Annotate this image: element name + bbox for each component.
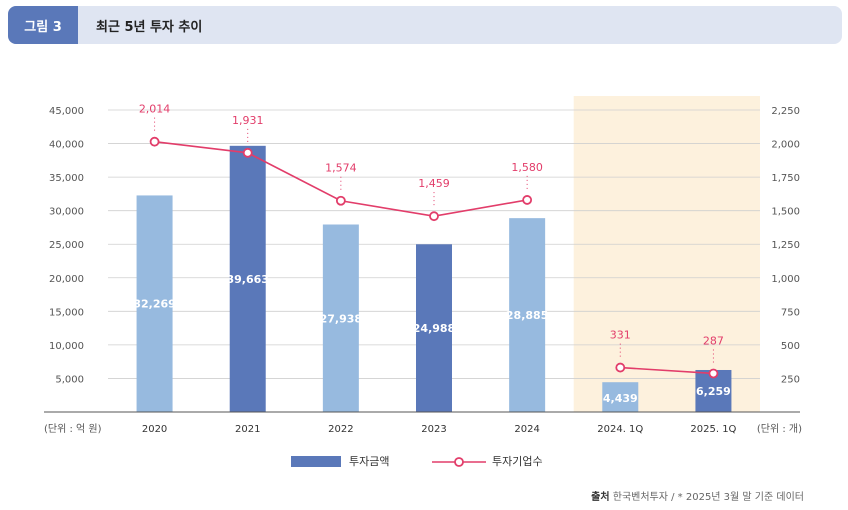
x-tick-label: 2024. 1Q (597, 424, 643, 435)
x-tick-label: 2020 (142, 424, 167, 435)
bar-value-label: 32,269 (133, 298, 175, 311)
right-tick-label: 1,500 (771, 207, 800, 218)
source-org: 한국벤처투자 (612, 492, 668, 503)
left-tick-label: 35,000 (49, 173, 84, 184)
header-bar (8, 6, 842, 44)
line-value-label: 1,931 (232, 114, 264, 127)
legend-bar-label: 투자금액 (349, 455, 389, 468)
line-value-label: 1,580 (511, 161, 543, 174)
bar-1 (229, 145, 266, 412)
right-tick-label: 1,250 (771, 240, 800, 251)
bar-value-label: 39,663 (226, 273, 268, 286)
bar-3 (416, 244, 452, 412)
figure-label: 그림 3 (8, 6, 78, 44)
line-value-label: 1,459 (418, 177, 450, 190)
bar-4 (509, 218, 546, 412)
left-tick-label: 45,000 (49, 106, 84, 117)
left-tick-label: 30,000 (49, 207, 84, 218)
bar-2 (322, 224, 359, 412)
source-note: 출처 한국벤처투자 / * 2025년 3월 말 기준 데이터 (591, 488, 804, 503)
left-unit-label: (단위 : 억 원) (44, 422, 102, 435)
line-point-1 (242, 147, 253, 158)
right-tick-label: 2,000 (771, 140, 800, 151)
left-tick-label: 40,000 (49, 140, 84, 151)
right-tick-label: 500 (781, 341, 800, 352)
line-point-6 (708, 368, 719, 379)
right-tick-label: 2,250 (771, 106, 800, 117)
x-tick-label: 2024 (514, 424, 539, 435)
line-segment-1 (620, 366, 714, 375)
bar-value-label: 4,439 (603, 392, 638, 405)
quarter-highlight-band (573, 96, 760, 412)
line-value-label: 1,574 (325, 162, 357, 175)
line-point-3 (429, 211, 439, 222)
right-tick-label: 750 (781, 307, 800, 318)
left-tick-label: 20,000 (49, 274, 84, 285)
line-point-0 (149, 136, 160, 147)
right-tick-label: 250 (781, 374, 800, 385)
legend-bar-swatch (291, 456, 341, 467)
line-point-5 (615, 362, 626, 373)
x-tick-label: 2023 (421, 424, 446, 435)
x-tick-label: 2022 (328, 424, 353, 435)
line-value-label: 287 (703, 334, 724, 347)
bar-value-label: 6,259 (696, 385, 731, 398)
left-tick-label: 15,000 (49, 307, 84, 318)
x-tick-label: 2021 (235, 424, 260, 435)
line-value-label: 2,014 (139, 103, 171, 116)
bar-value-label: 27,938 (320, 312, 362, 325)
left-tick-label: 10,000 (49, 341, 84, 352)
right-tick-label: 1,000 (771, 274, 800, 285)
bar-5 (602, 382, 639, 412)
right-unit-label: (단위 : 개) (757, 422, 802, 435)
bar-value-label: 24,988 (413, 322, 455, 335)
chart-title: 최근 5년 투자 추이 (96, 19, 203, 35)
legend-line-marker (454, 457, 464, 467)
legend-line-label: 투자기업수 (492, 455, 543, 468)
bar-value-label: 28,885 (506, 309, 548, 322)
x-tick-label: 2025. 1Q (690, 424, 736, 435)
source-footnote: / * 2025년 3월 말 기준 데이터 (667, 492, 804, 503)
source-label: 출처 (591, 492, 610, 503)
line-value-label: 331 (610, 329, 631, 342)
left-tick-label: 25,000 (49, 240, 84, 251)
line-point-2 (335, 195, 346, 206)
right-tick-label: 1,750 (771, 173, 800, 184)
line-point-4 (522, 195, 533, 205)
left-tick-label: 5,000 (55, 374, 84, 385)
bar-0 (136, 195, 173, 412)
